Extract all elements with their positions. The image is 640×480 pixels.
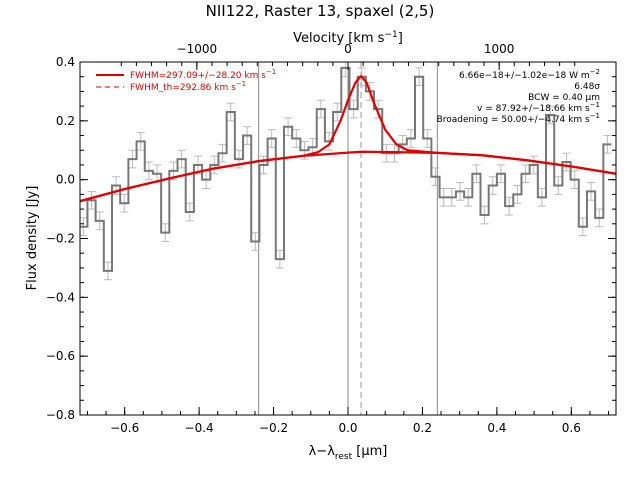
annotation-text: 6.48σ xyxy=(574,82,600,92)
top-axis-label-sup: −1 xyxy=(384,30,397,40)
axis-ticks: −0.6 −0.4 −0.2 0.0 0.2 0.4 0.6 −0.8 −0.6 −0.4 −0.2… xyxy=(46,42,616,435)
y-tick-label: 0.0 xyxy=(56,173,75,187)
x-tick-label: −0.4 xyxy=(185,421,214,435)
annotation-line: v = 87.92+/−18.66 km s−1 xyxy=(477,101,600,114)
top-tick-label: 0 xyxy=(344,42,352,56)
x-tick-label: 0.0 xyxy=(338,421,357,435)
x-tick-label: 0.4 xyxy=(487,421,506,435)
x-axis-label-unit: [μm] xyxy=(352,444,387,459)
x-axis-label-sub: rest xyxy=(335,452,353,462)
y-axis-label: Flux density [Jy] xyxy=(25,186,40,291)
x-axis-label: λ−λrest [μm] xyxy=(309,444,388,462)
annotation-line: BCW = 0.40 μm xyxy=(528,93,600,103)
legend-label-sup: −1 xyxy=(236,80,246,88)
x-axis-label-text: λ−λ xyxy=(309,444,336,459)
annotation-text: v = 87.92+/−18.66 km s xyxy=(477,104,590,114)
y-tick-label: −0.8 xyxy=(46,408,75,422)
top-tick-label: −1000 xyxy=(177,42,218,56)
annotation-line: 6.66e−18+/−1.02e−18 W m−2 xyxy=(459,68,600,81)
annotation-text: 6.66e−18+/−1.02e−18 W m xyxy=(459,71,590,81)
legend-label-text: FWHM_th=292.86 km s xyxy=(130,83,236,93)
chart-title: NII122, Raster 13, spaxel (2,5) xyxy=(206,2,435,20)
x-tick-label: 0.6 xyxy=(562,421,581,435)
annotation-text: Broadening = 50.00+/−4.74 km s xyxy=(437,115,590,125)
annotation-sup: −2 xyxy=(590,68,600,76)
annotations: 6.66e−18+/−1.02e−18 W m−2 6.48σ BCW = 0.… xyxy=(437,68,601,125)
top-tick-label: 1000 xyxy=(484,42,515,56)
plot-clip-group xyxy=(80,62,616,415)
legend-label-text: FWHM=297.09+/−28.20 km s xyxy=(130,71,266,81)
legend: FWHM=297.09+/−28.20 km s−1 FWHM_th=292.8… xyxy=(96,68,276,93)
plot-area xyxy=(80,62,616,415)
top-axis-label-end: ] xyxy=(398,31,403,46)
legend-label: FWHM=297.09+/−28.20 km s−1 xyxy=(130,68,276,81)
top-axis-label-text: Velocity [km s xyxy=(293,31,385,46)
y-tick-label: −0.2 xyxy=(46,232,75,246)
spectrum-histogram xyxy=(80,66,612,272)
x-tick-label: 0.2 xyxy=(413,421,432,435)
legend-label: FWHM_th=292.86 km s−1 xyxy=(130,80,246,93)
x-tick-label: −0.2 xyxy=(259,421,288,435)
y-tick-label: −0.6 xyxy=(46,349,75,363)
y-tick-label: −0.4 xyxy=(46,290,75,304)
annotation-sup: −1 xyxy=(590,101,600,109)
y-tick-label: 0.2 xyxy=(56,114,75,128)
annotation-sup: −1 xyxy=(590,112,600,120)
gaussian-fit-line xyxy=(80,75,616,203)
legend-label-sup: −1 xyxy=(266,68,276,76)
annotation-line: Broadening = 50.00+/−4.74 km s−1 xyxy=(437,112,600,125)
top-axis-label: Velocity [km s−1] xyxy=(293,30,403,46)
x-tick-label: −0.6 xyxy=(110,421,139,435)
y-tick-label: 0.4 xyxy=(56,55,75,69)
annotation-text: BCW = 0.40 μm xyxy=(528,93,600,103)
annotation-line: 6.48σ xyxy=(574,82,600,92)
